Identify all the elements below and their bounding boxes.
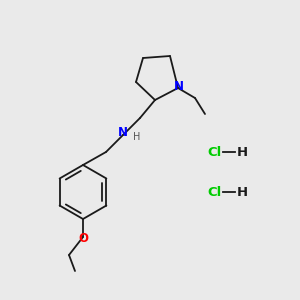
Text: H: H [133, 132, 141, 142]
Text: H: H [237, 146, 248, 158]
Text: N: N [174, 80, 184, 94]
Text: H: H [237, 185, 248, 199]
Text: Cl: Cl [207, 185, 221, 199]
Text: N: N [118, 127, 128, 140]
Text: Cl: Cl [207, 146, 221, 158]
Text: O: O [78, 232, 88, 244]
